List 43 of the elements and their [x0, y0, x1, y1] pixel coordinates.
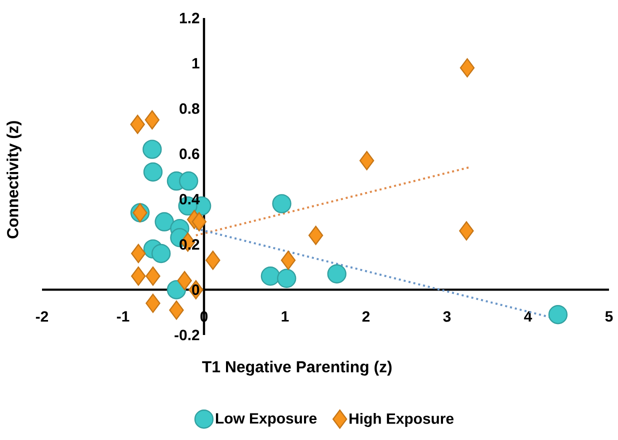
y-tick-label: 0.4: [180, 194, 200, 204]
y-tick-label: 1: [192, 58, 200, 68]
point: [327, 264, 346, 284]
y-tick-label: 0.8: [180, 103, 200, 114]
x-tick-label: 2: [362, 311, 370, 322]
point: [280, 250, 296, 270]
point: [142, 140, 162, 159]
point: [359, 151, 374, 170]
x-tick-label: -2: [36, 311, 48, 322]
x-tick-label: 1: [282, 311, 289, 322]
point: [151, 244, 171, 264]
legend-label: High Exposure: [350, 412, 454, 427]
x-axis-title: T1 Negative Parenting (z): [202, 360, 392, 376]
y-tick-label: 0: [192, 284, 200, 295]
point: [459, 221, 474, 240]
point: [548, 305, 568, 324]
point: [460, 58, 475, 78]
point: [154, 212, 174, 232]
point: [192, 212, 206, 232]
point: [177, 271, 192, 290]
point: [179, 171, 198, 191]
point: [260, 266, 280, 286]
x-tick-label: 3: [443, 311, 451, 322]
x-tick-label: 5: [605, 311, 613, 322]
point: [277, 268, 296, 288]
point: [131, 266, 146, 286]
point: [143, 162, 163, 182]
point: [146, 266, 160, 286]
x-tick-label: -1: [116, 311, 130, 322]
point: [308, 226, 324, 245]
x-tick-label: 4: [524, 311, 532, 322]
point: [169, 300, 184, 320]
point: [144, 110, 160, 130]
y-tick-label: 0.6: [180, 148, 200, 160]
point: [130, 114, 145, 134]
point: [146, 294, 160, 313]
y-tick-label: -0.2: [174, 330, 200, 340]
y-axis-title: Connectivity (z): [6, 121, 22, 238]
y-tick-label: 1.2: [180, 12, 200, 24]
point: [206, 250, 220, 270]
point: [131, 244, 146, 264]
legend-label: Low Exposure: [216, 413, 317, 427]
point: [272, 194, 292, 214]
